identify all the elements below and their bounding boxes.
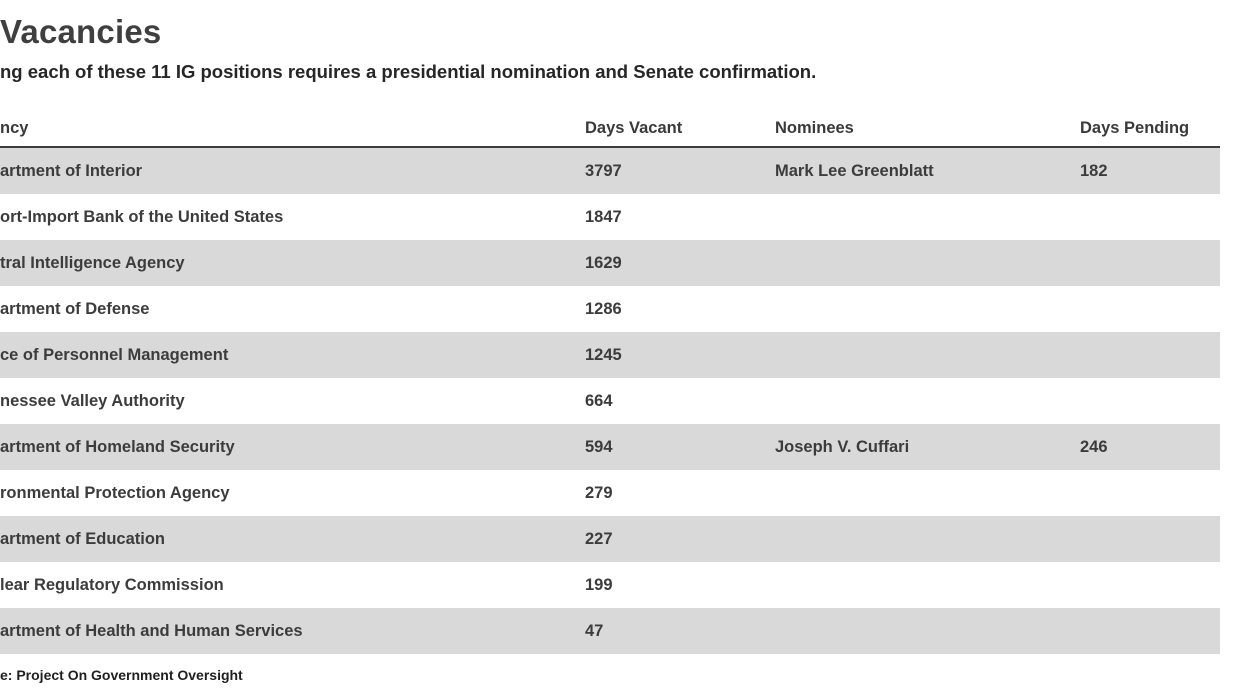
agency-cell: tral Intelligence Agency [0, 253, 185, 272]
days-vacant-cell: 1847 [585, 207, 622, 226]
column-header-days-pending: Days Pending [1080, 118, 1190, 137]
table-row: nessee Valley Authority 664 [0, 378, 1220, 424]
table-row: artment of Defense 1286 [0, 286, 1220, 332]
days-vacant-cell: 1629 [585, 253, 622, 272]
days-pending-cell: 246 [1080, 437, 1108, 456]
table-row: lear Regulatory Commission 199 [0, 562, 1220, 608]
table-row: ronmental Protection Agency 279 [0, 470, 1220, 516]
agency-cell: lear Regulatory Commission [0, 575, 224, 594]
agency-cell: artment of Homeland Security [0, 437, 235, 456]
days-pending-cell: 182 [1080, 161, 1108, 180]
days-vacant-cell: 594 [585, 437, 613, 456]
agency-cell: artment of Education [0, 529, 166, 548]
table-row: artment of Health and Human Services 47 [0, 608, 1220, 654]
table-row: artment of Education 227 [0, 516, 1220, 562]
table-row: ort-Import Bank of the United States 184… [0, 194, 1220, 240]
page-title: Vacancies [0, 13, 162, 50]
table-row: tral Intelligence Agency 1629 [0, 240, 1220, 286]
days-vacant-cell: 3797 [585, 161, 622, 180]
agency-cell: ce of Personnel Management [0, 345, 229, 364]
days-vacant-cell: 199 [585, 575, 613, 594]
table-header-row: ncy Days Vacant Nominees Days Pending [0, 110, 1220, 148]
agency-cell: artment of Interior [0, 161, 143, 180]
days-vacant-cell: 47 [585, 621, 604, 640]
table-row: ce of Personnel Management 1245 [0, 332, 1220, 378]
nominee-cell: Joseph V. Cuffari [775, 437, 910, 456]
days-vacant-cell: 1245 [585, 345, 622, 364]
column-header-days-vacant: Days Vacant [585, 118, 683, 137]
days-vacant-cell: 1286 [585, 299, 622, 318]
page-subtitle: ng each of these 11 IG positions require… [0, 61, 817, 82]
source-note: e: Project On Government Oversight [0, 667, 243, 683]
days-vacant-cell: 279 [585, 483, 613, 502]
column-header-agency: ncy [0, 118, 29, 137]
column-header-nominees: Nominees [775, 118, 854, 137]
agency-cell: ort-Import Bank of the United States [0, 207, 284, 226]
nominee-cell: Mark Lee Greenblatt [775, 161, 934, 180]
vacancies-table: ncy Days Vacant Nominees Days Pending ar… [0, 110, 1220, 654]
agency-cell: nessee Valley Authority [0, 391, 185, 410]
table-row: artment of Homeland Security 594 Joseph … [0, 424, 1220, 470]
days-vacant-cell: 227 [585, 529, 613, 548]
agency-cell: ronmental Protection Agency [0, 483, 230, 502]
table-row: artment of Interior 3797 Mark Lee Greenb… [0, 148, 1220, 194]
agency-cell: artment of Health and Human Services [0, 621, 303, 640]
agency-cell: artment of Defense [0, 299, 150, 318]
days-vacant-cell: 664 [585, 391, 613, 410]
